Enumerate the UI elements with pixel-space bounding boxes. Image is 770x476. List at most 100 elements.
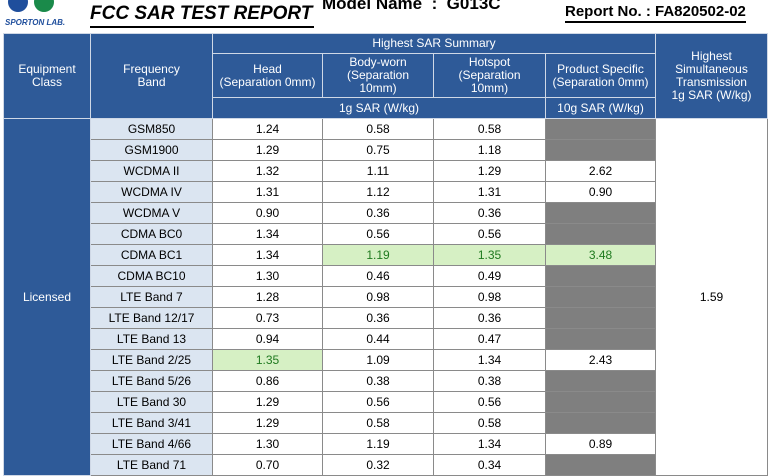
band-cell: CDMA BC1 <box>90 244 213 266</box>
table-row: LTE Band 7 1.28 0.98 0.98 <box>4 286 768 308</box>
band-cell: LTE Band 12/17 <box>90 307 213 329</box>
table-row: WCDMA II 1.32 1.11 1.29 2.62 <box>4 160 768 182</box>
value-cell: 0.38 <box>322 370 434 392</box>
value-cell: 2.62 <box>545 160 656 182</box>
table-row: LTE Band 13 0.94 0.44 0.47 <box>4 328 768 350</box>
value-cell: 0.75 <box>322 139 434 161</box>
report-number: Report No. : FA820502-02 <box>565 3 746 23</box>
empty-cell <box>545 328 656 350</box>
value-cell: 1.29 <box>433 160 546 182</box>
empty-cell <box>545 118 656 140</box>
value-cell: 0.56 <box>322 391 434 413</box>
value-cell: 0.36 <box>433 202 546 224</box>
table-row: Licensed GSM850 1.24 0.58 0.58 1.59 <box>3 118 768 476</box>
highlighted-value: 3.48 <box>545 244 656 266</box>
value-cell: 1.24 <box>212 118 323 140</box>
value-cell: 1.09 <box>322 349 434 371</box>
table-row: 1g SAR (W/kg) 10g SAR (W/kg) <box>4 97 768 119</box>
value-cell: 0.36 <box>322 307 434 329</box>
value-cell: 1.34 <box>212 244 323 266</box>
table-row: CDMA BC0 1.34 0.56 0.56 <box>4 223 768 245</box>
value-cell: 0.34 <box>433 454 546 476</box>
value-cell: 0.90 <box>212 202 323 224</box>
table-row: WCDMA IV 1.31 1.12 1.31 0.90 <box>4 181 768 203</box>
empty-cell <box>545 286 656 308</box>
table-row: LTE Band 30 1.29 0.56 0.56 <box>4 391 768 413</box>
band-cell: WCDMA V <box>90 202 213 224</box>
band-cell: GSM1900 <box>90 139 213 161</box>
band-cell: LTE Band 5/26 <box>90 370 213 392</box>
model-name: Model Name : G013C <box>322 0 501 13</box>
value-cell: 0.86 <box>212 370 323 392</box>
value-cell: 0.38 <box>433 370 546 392</box>
value-cell: 1.19 <box>322 433 434 455</box>
band-cell: LTE Band 4/66 <box>90 433 213 455</box>
value-cell: 1.30 <box>212 433 323 455</box>
value-cell: 1.30 <box>212 265 323 287</box>
empty-cell <box>545 223 656 245</box>
value-cell: 0.98 <box>322 286 434 308</box>
value-cell: 0.32 <box>322 454 434 476</box>
value-cell: 2.43 <box>545 349 656 371</box>
value-cell: 0.56 <box>433 391 546 413</box>
value-cell: 1.32 <box>212 160 323 182</box>
header-cell: Highest Simultaneous Transmission 1g SAR… <box>655 33 768 119</box>
empty-cell <box>545 139 656 161</box>
highest-value: 1.59 <box>655 118 768 476</box>
value-cell: 0.56 <box>322 223 434 245</box>
table-row: LTE Band 71 0.70 0.32 0.34 <box>4 454 768 476</box>
header-cell: Highest SAR Summary <box>212 33 656 54</box>
band-cell: LTE Band 13 <box>90 328 213 350</box>
value-cell: 1.31 <box>433 181 546 203</box>
band-cell: GSM850 <box>90 118 213 140</box>
empty-cell <box>545 412 656 434</box>
value-cell: 0.70 <box>212 454 323 476</box>
value-cell: 1.11 <box>322 160 434 182</box>
highlighted-value: 1.35 <box>212 349 323 371</box>
value-cell: 0.47 <box>433 328 546 350</box>
logo-text: SPORTON LAB. <box>5 18 66 27</box>
value-cell: 0.36 <box>433 307 546 329</box>
value-cell: 0.94 <box>212 328 323 350</box>
header-cell: 1g SAR (W/kg) <box>212 97 546 119</box>
empty-cell <box>545 370 656 392</box>
table-row: Head (Separation 0mm) Body-worn (Separati… <box>4 53 768 98</box>
value-cell: 1.34 <box>433 349 546 371</box>
header-cell: Product Specific (Separation 0mm) <box>545 53 656 98</box>
value-cell: 1.18 <box>433 139 546 161</box>
empty-cell <box>545 265 656 287</box>
value-cell: 0.49 <box>433 265 546 287</box>
table-row: LTE Band 4/66 1.30 1.19 1.34 0.89 <box>4 433 768 455</box>
value-cell: 1.34 <box>212 223 323 245</box>
value-cell: 0.58 <box>433 118 546 140</box>
band-cell: WCDMA IV <box>90 181 213 203</box>
value-cell: 0.73 <box>212 307 323 329</box>
table-row: Equipment Class Frequency Band Highest SAR… <box>3 33 768 119</box>
value-cell: 1.29 <box>212 412 323 434</box>
band-cell: LTE Band 7 <box>90 286 213 308</box>
band-cell: LTE Band 71 <box>90 454 213 476</box>
highlighted-value: 1.35 <box>433 244 546 266</box>
highlighted-value: 1.19 <box>322 244 434 266</box>
value-cell: 0.98 <box>433 286 546 308</box>
header-cell: 10g SAR (W/kg) <box>545 97 656 119</box>
band-cell: LTE Band 30 <box>90 391 213 413</box>
value-cell: 0.89 <box>545 433 656 455</box>
value-cell: 0.36 <box>322 202 434 224</box>
value-cell: 0.90 <box>545 181 656 203</box>
band-cell: CDMA BC0 <box>90 223 213 245</box>
value-cell: 0.46 <box>322 265 434 287</box>
value-cell: 1.28 <box>212 286 323 308</box>
empty-cell <box>545 454 656 476</box>
value-cell: 0.58 <box>433 412 546 434</box>
table-row: CDMA BC1 1.34 1.19 1.35 3.48 <box>4 244 768 266</box>
value-cell: 1.29 <box>212 139 323 161</box>
band-cell: LTE Band 2/25 <box>90 349 213 371</box>
header-cell: Head (Separation 0mm) <box>212 53 323 98</box>
header-cell: Frequency Band <box>90 33 213 119</box>
header-cell: Hotspot (Separation 10mm) <box>433 53 546 98</box>
header-cell: Body-worn (Separation 10mm) <box>322 53 434 98</box>
band-cell: CDMA BC10 <box>90 265 213 287</box>
table-row: CDMA BC10 1.30 0.46 0.49 <box>4 265 768 287</box>
value-cell: 0.56 <box>433 223 546 245</box>
